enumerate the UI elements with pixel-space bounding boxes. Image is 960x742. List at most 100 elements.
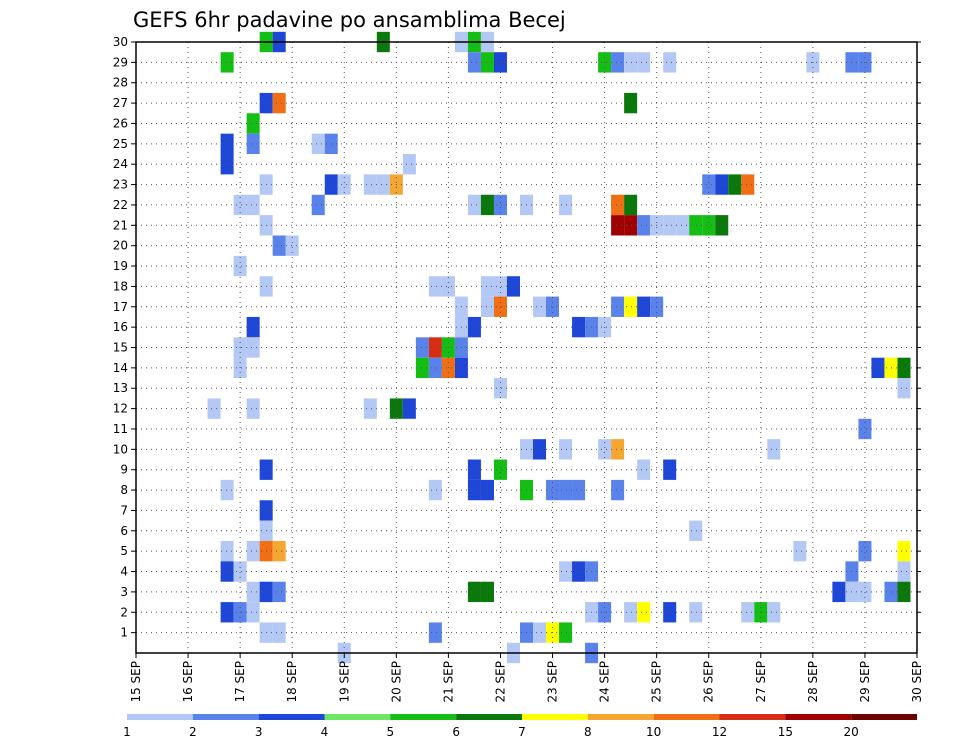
x-tick-label: 30 SEP [910, 661, 924, 703]
precip-cell [246, 133, 260, 155]
y-tick-label: 21 [113, 218, 128, 232]
precip-cell [546, 479, 560, 501]
precip-cell [415, 337, 429, 358]
precip-cell [637, 459, 651, 480]
y-tick-label: 10 [113, 442, 128, 456]
precip-cell [467, 194, 481, 216]
precip-cell [663, 602, 677, 623]
precip-cell [363, 398, 377, 419]
y-axis: 1234567891011121314151617181920212223242… [113, 35, 921, 640]
precip-cell [741, 174, 755, 195]
precip-cell [480, 296, 494, 317]
precip-cell [506, 276, 520, 297]
y-tick-label: 13 [113, 381, 128, 395]
precip-cell [663, 459, 677, 480]
precip-cell [428, 276, 442, 297]
y-tick-label: 17 [113, 300, 128, 314]
precip-cell [311, 194, 325, 216]
precip-cell [897, 581, 911, 603]
precip-cell [611, 439, 625, 460]
precip-cell [233, 561, 247, 582]
y-tick-label: 9 [120, 463, 128, 477]
precip-cell [402, 154, 416, 175]
precip-cell [689, 602, 703, 623]
precip-cell [663, 52, 677, 73]
precip-cell [480, 479, 494, 501]
legend-label: 5 [387, 725, 395, 739]
precip-cell [611, 52, 625, 73]
precip-cell [858, 418, 872, 440]
precip-cell [624, 215, 638, 236]
y-tick-label: 19 [113, 259, 128, 273]
precip-cell [428, 479, 442, 501]
precip-cell [702, 174, 716, 195]
precip-cell [533, 622, 547, 643]
precip-cell [246, 194, 260, 216]
precip-cell [897, 540, 911, 562]
precip-cell [246, 602, 260, 623]
legend-label: 6 [452, 725, 460, 739]
precip-cell [663, 215, 677, 236]
precip-cell [493, 296, 507, 317]
precip-cell [220, 602, 234, 623]
precip-cell [689, 520, 703, 541]
precip-cell [559, 561, 573, 582]
legend-label: 2 [189, 725, 197, 739]
chart-title: GEFS 6hr padavine po ansamblima Becej [133, 8, 566, 32]
legend-label: 12 [712, 725, 727, 739]
precip-cell [246, 581, 260, 603]
precip-cell [272, 622, 286, 643]
y-tick-label: 7 [120, 503, 128, 517]
precip-cell [884, 357, 898, 379]
legend-swatch [851, 714, 917, 720]
precip-cell [480, 52, 494, 73]
precip-cell [858, 581, 872, 603]
x-tick-label: 29 SEP [858, 661, 872, 703]
y-tick-label: 4 [120, 565, 128, 579]
precip-cell [233, 194, 247, 216]
precip-cell [728, 174, 742, 195]
x-tick-label: 27 SEP [754, 661, 768, 703]
precip-cell [884, 581, 898, 603]
precip-cell [467, 479, 481, 501]
legend-swatch [522, 714, 588, 720]
x-tick-label: 28 SEP [806, 661, 820, 703]
legend-label: 10 [646, 725, 661, 739]
precip-cell [272, 540, 286, 562]
precip-cell [533, 439, 547, 460]
precip-cell [533, 296, 547, 317]
precip-cell [272, 581, 286, 603]
precip-cell [402, 398, 416, 419]
y-tick-label: 26 [113, 116, 128, 130]
x-tick-label: 19 SEP [337, 661, 351, 703]
precip-cell [207, 398, 221, 419]
precip-cell [572, 561, 586, 582]
precip-cell [233, 255, 247, 277]
legend-label: 8 [584, 725, 592, 739]
y-tick-label: 20 [113, 239, 128, 253]
precip-cell [467, 581, 481, 603]
y-tick-label: 29 [113, 55, 128, 69]
legend-swatch [785, 714, 852, 720]
precip-cell [220, 52, 234, 73]
precip-cell [897, 561, 911, 582]
precip-cell [493, 276, 507, 297]
y-tick-label: 30 [113, 35, 128, 49]
precip-cell [220, 540, 234, 562]
precip-cell [676, 215, 690, 236]
precip-cell [624, 602, 638, 623]
legend-swatch [192, 714, 259, 720]
precip-cell [702, 215, 716, 236]
y-tick-label: 8 [120, 483, 128, 497]
y-tick-label: 15 [113, 341, 128, 355]
precip-cell [624, 92, 638, 114]
precip-cell [363, 174, 377, 195]
y-tick-label: 14 [113, 361, 128, 375]
precip-cell [767, 439, 781, 460]
y-tick-label: 11 [113, 422, 128, 436]
y-tick-label: 27 [113, 96, 128, 110]
x-tick-label: 22 SEP [493, 661, 507, 703]
legend-label: 20 [844, 725, 859, 739]
precip-cell [376, 174, 390, 195]
precip-cell [220, 133, 234, 155]
